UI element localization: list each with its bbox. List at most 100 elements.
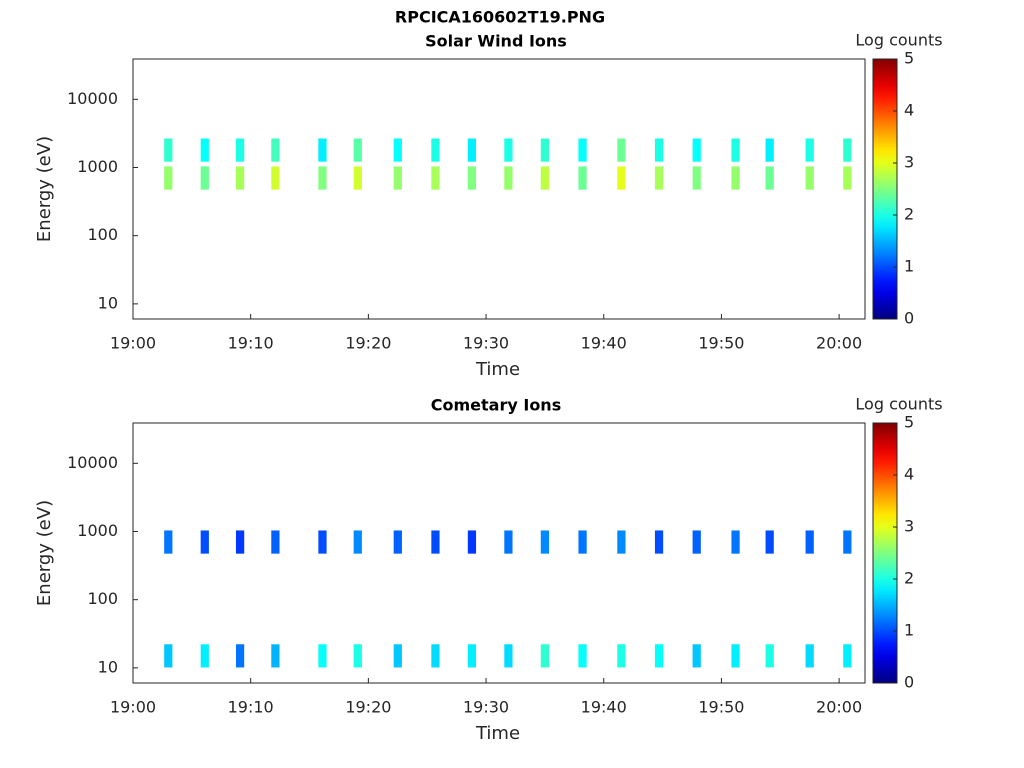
colorbar-tick-label: 0 — [904, 309, 914, 328]
colorbar-tick-label: 4 — [904, 101, 914, 120]
cell — [692, 530, 701, 554]
colorbar-tick-label: 4 — [904, 465, 914, 484]
y-axis-label: Energy (eV) — [34, 500, 55, 606]
colorbar-tick-label: 2 — [904, 205, 914, 224]
colorbar-tick-label: 0 — [904, 673, 914, 692]
colorbar-label: Log counts — [855, 395, 942, 414]
cell — [235, 138, 245, 162]
x-tick-label: 19:40 — [581, 334, 627, 353]
cell — [617, 138, 626, 162]
x-tick-label: 19:50 — [698, 334, 744, 353]
x-tick-label: 19:30 — [463, 698, 509, 717]
cell — [235, 530, 245, 554]
y-axis-label: Energy (eV) — [34, 136, 55, 242]
x-axis-label: Time — [475, 359, 520, 380]
cell — [654, 138, 664, 162]
cell — [353, 138, 362, 162]
y-tick-label: 10000 — [67, 89, 118, 108]
x-tick-label: 19:20 — [345, 698, 391, 717]
cell — [235, 644, 245, 668]
cell — [318, 644, 327, 668]
cell — [578, 530, 587, 554]
plot-area — [133, 59, 865, 319]
cell — [467, 138, 477, 162]
colorbar — [872, 422, 898, 684]
cell — [353, 166, 362, 190]
colorbar-tick-label: 5 — [904, 49, 914, 68]
plot-frame — [132, 58, 866, 320]
cell — [765, 138, 774, 162]
cell — [654, 644, 664, 668]
cell — [731, 644, 740, 668]
cell — [200, 138, 209, 162]
cell — [731, 138, 740, 162]
cell — [617, 530, 626, 554]
colorbar-tick-label: 5 — [904, 413, 914, 432]
cell — [731, 166, 740, 190]
cell — [504, 166, 513, 190]
y-tick-label: 1000 — [77, 157, 118, 176]
x-tick-label: 19:50 — [698, 698, 744, 717]
cell — [318, 166, 327, 190]
cell — [765, 530, 774, 554]
cell — [504, 138, 513, 162]
cell — [805, 166, 814, 190]
colorbar-tick-label: 1 — [904, 257, 914, 276]
cell — [431, 530, 440, 554]
cell — [393, 166, 402, 190]
y-tick-label: 10000 — [67, 453, 118, 472]
x-tick-label: 19:40 — [581, 698, 627, 717]
cell — [843, 138, 852, 162]
cell — [578, 166, 587, 190]
figure-title: RPCICA160602T19.PNG — [395, 8, 605, 27]
cell — [467, 644, 477, 668]
cells — [164, 530, 852, 668]
x-tick-label: 20:00 — [816, 334, 862, 353]
y-tick-label: 100 — [87, 589, 118, 608]
plot-area — [133, 423, 865, 683]
cell — [692, 138, 701, 162]
x-tick-label: 19:10 — [228, 334, 274, 353]
cell — [353, 644, 362, 668]
cell — [164, 138, 173, 162]
cells — [164, 138, 852, 190]
cell — [540, 530, 550, 554]
colorbar — [872, 58, 898, 320]
cell — [200, 644, 209, 668]
x-axis-label: Time — [475, 723, 520, 744]
cell — [318, 530, 327, 554]
cell — [578, 138, 587, 162]
x-tick-label: 19:30 — [463, 334, 509, 353]
cell — [540, 644, 550, 668]
cell — [271, 166, 280, 190]
colorbar-label: Log counts — [855, 31, 942, 50]
cell — [654, 166, 664, 190]
cell — [467, 166, 477, 190]
cell — [765, 166, 774, 190]
cell — [805, 138, 814, 162]
cell — [318, 138, 327, 162]
cell — [540, 166, 550, 190]
panel-title: Solar Wind Ions — [425, 32, 567, 51]
cell — [271, 138, 280, 162]
colorbar-tick-label: 3 — [904, 517, 914, 536]
cell — [271, 644, 280, 668]
cell — [692, 166, 701, 190]
cell — [393, 138, 402, 162]
cell — [431, 644, 440, 668]
cell — [765, 644, 774, 668]
colorbar-tick-label: 3 — [904, 153, 914, 172]
cell — [235, 166, 245, 190]
y-tick-label: 10 — [98, 293, 118, 312]
cell — [467, 530, 477, 554]
cell — [805, 530, 814, 554]
cell — [200, 530, 209, 554]
cell — [617, 166, 626, 190]
plot-frame — [132, 422, 866, 684]
cell — [540, 138, 550, 162]
cell — [200, 166, 209, 190]
cell — [504, 644, 513, 668]
cell — [805, 644, 814, 668]
cell — [843, 166, 852, 190]
